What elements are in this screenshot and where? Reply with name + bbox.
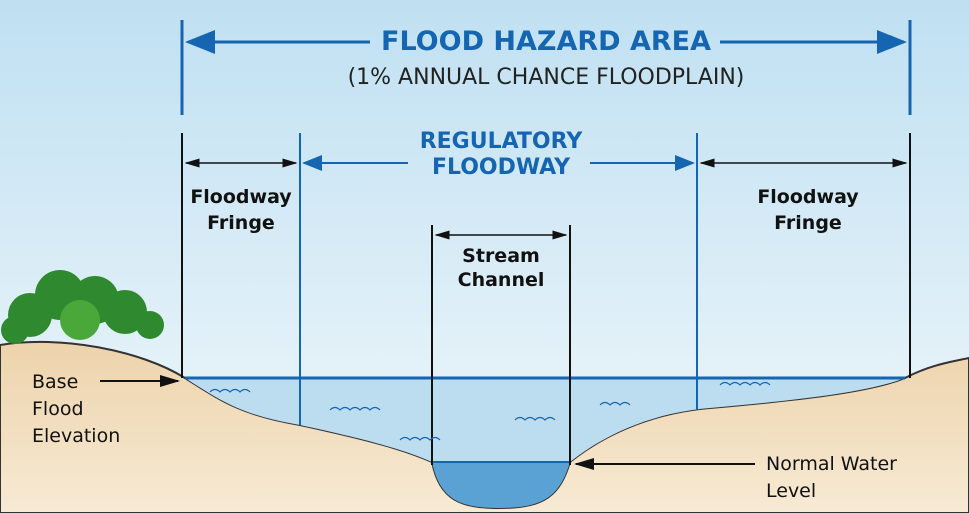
floodway-label: REGULATORY [420,129,584,154]
fringe-label: Floodway [757,186,859,208]
bfe-label: Flood [32,398,84,420]
title: FLOOD HAZARD AREA [381,26,711,57]
nwl-label: Normal Water [766,453,897,475]
fringe-label: Fringe [774,212,842,234]
tree [1,270,164,344]
fringe-label: Fringe [207,212,275,234]
fringe-label: Floodway [190,186,292,208]
bfe-label: Elevation [32,425,120,447]
channel-label: Stream [462,245,540,267]
water-ripples [209,381,771,441]
subtitle: (1% ANNUAL CHANCE FLOODPLAIN) [348,65,745,90]
channel-water [432,462,570,508]
channel-label: Channel [458,269,545,291]
nwl-label: Level [766,480,816,502]
bfe-label: Base [32,371,78,393]
floodway-label: FLOODWAY [432,155,571,180]
